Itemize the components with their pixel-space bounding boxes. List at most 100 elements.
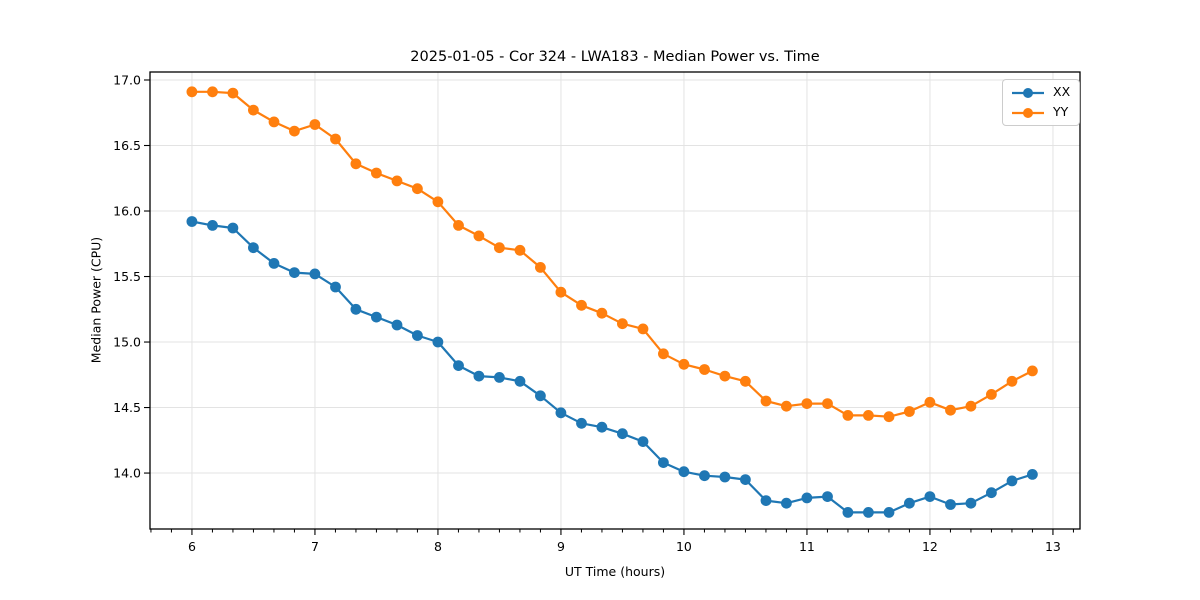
data-point-yy bbox=[842, 410, 854, 421]
data-point-yy bbox=[801, 398, 813, 409]
data-point-xx bbox=[617, 428, 628, 440]
data-point-yy bbox=[986, 389, 997, 400]
y-tick-label: 14.0 bbox=[113, 465, 141, 480]
data-point-xx bbox=[309, 268, 321, 280]
data-point-yy bbox=[1027, 365, 1038, 377]
data-point-yy bbox=[760, 395, 772, 407]
data-point-xx bbox=[760, 495, 772, 506]
data-point-xx bbox=[391, 319, 403, 331]
data-point-xx bbox=[268, 258, 280, 269]
plot-border bbox=[149, 71, 1081, 530]
y-tick-label: 15.5 bbox=[113, 269, 141, 284]
data-point-xx bbox=[740, 474, 751, 485]
data-point-yy bbox=[473, 230, 485, 242]
data-point-yy bbox=[330, 133, 341, 145]
series-line-yy bbox=[191, 90, 1033, 418]
data-point-xx bbox=[473, 370, 485, 382]
data-point-xx bbox=[555, 407, 567, 419]
x-tick-label: 7 bbox=[311, 539, 319, 554]
data-point-xx bbox=[1006, 475, 1018, 487]
data-point-yy bbox=[781, 400, 792, 412]
data-point-yy bbox=[945, 404, 956, 416]
data-point-xx bbox=[924, 491, 936, 502]
x-tick-label: 13 bbox=[1045, 539, 1061, 554]
x-tick-label: 8 bbox=[434, 539, 442, 554]
data-point-yy bbox=[678, 358, 690, 370]
x-tick-label: 11 bbox=[799, 539, 815, 554]
data-point-yy bbox=[965, 400, 977, 412]
data-point-xx bbox=[186, 216, 198, 227]
legend-label-yy: YY bbox=[1053, 104, 1069, 120]
y-tick-label: 16.5 bbox=[113, 138, 141, 153]
data-point-yy bbox=[412, 183, 423, 195]
data-point-yy bbox=[453, 220, 464, 231]
data-point-xx bbox=[801, 492, 813, 504]
y-tick-label: 16.0 bbox=[113, 203, 141, 218]
data-point-xx bbox=[432, 336, 444, 348]
data-point-yy bbox=[740, 375, 751, 387]
data-point-yy bbox=[617, 318, 628, 330]
y-tick-label: 14.5 bbox=[113, 400, 141, 415]
data-point-yy bbox=[227, 87, 239, 99]
data-point-yy bbox=[186, 86, 198, 98]
legend-line-marker-yy bbox=[1012, 107, 1044, 118]
data-point-xx bbox=[965, 497, 977, 509]
data-point-yy bbox=[658, 348, 669, 360]
data-point-xx bbox=[945, 499, 956, 510]
data-point-xx bbox=[1027, 469, 1038, 480]
data-point-xx bbox=[986, 487, 997, 499]
legend: XX YY bbox=[1002, 79, 1081, 126]
data-point-xx bbox=[863, 507, 874, 518]
data-point-yy bbox=[535, 262, 546, 273]
data-point-xx bbox=[227, 222, 239, 234]
x-tick-label: 12 bbox=[922, 539, 938, 554]
data-point-xx bbox=[248, 242, 259, 254]
data-point-xx bbox=[719, 471, 731, 483]
data-point-xx bbox=[822, 491, 833, 502]
data-point-xx bbox=[883, 507, 895, 518]
x-tick-label: 6 bbox=[188, 539, 196, 554]
legend-label-xx: XX bbox=[1053, 84, 1071, 100]
y-tick-label: 17.0 bbox=[113, 72, 141, 87]
data-point-yy bbox=[637, 323, 649, 335]
x-tick-label: 10 bbox=[676, 539, 692, 554]
data-point-yy bbox=[699, 364, 710, 375]
data-point-yy bbox=[268, 116, 280, 128]
data-point-xx bbox=[494, 372, 505, 383]
x-axis-label: UT Time (hours) bbox=[564, 564, 666, 579]
data-point-xx bbox=[637, 436, 649, 447]
data-point-xx bbox=[678, 466, 690, 478]
data-point-yy bbox=[596, 307, 608, 319]
data-point-yy bbox=[350, 158, 362, 170]
data-point-yy bbox=[883, 411, 895, 423]
data-point-yy bbox=[1006, 375, 1018, 387]
y-axis-label: Median Power (CPU) bbox=[88, 236, 104, 364]
data-point-yy bbox=[822, 398, 833, 409]
data-point-yy bbox=[289, 125, 300, 137]
data-point-xx bbox=[207, 220, 218, 231]
data-point-xx bbox=[904, 497, 915, 509]
data-point-xx bbox=[596, 421, 608, 433]
data-point-yy bbox=[309, 119, 321, 130]
data-point-xx bbox=[330, 281, 341, 293]
data-point-yy bbox=[555, 286, 567, 298]
data-point-yy bbox=[391, 175, 403, 187]
data-point-xx bbox=[412, 330, 423, 341]
legend-item-yy: YY bbox=[1010, 104, 1070, 121]
data-point-yy bbox=[371, 167, 382, 179]
data-point-xx bbox=[453, 360, 464, 371]
data-point-xx bbox=[371, 311, 382, 323]
series-line-xx bbox=[191, 220, 1033, 514]
x-tick-label: 9 bbox=[557, 539, 565, 554]
data-point-yy bbox=[576, 299, 587, 311]
data-point-yy bbox=[719, 370, 731, 382]
data-point-xx bbox=[699, 470, 710, 482]
data-point-xx bbox=[514, 375, 526, 387]
data-point-xx bbox=[658, 457, 669, 468]
data-point-yy bbox=[863, 410, 874, 421]
data-point-yy bbox=[248, 104, 259, 116]
y-tick-label: 15.0 bbox=[113, 334, 141, 349]
chart-title: 2025-01-05 - Cor 324 - LWA183 - Median P… bbox=[410, 49, 820, 65]
